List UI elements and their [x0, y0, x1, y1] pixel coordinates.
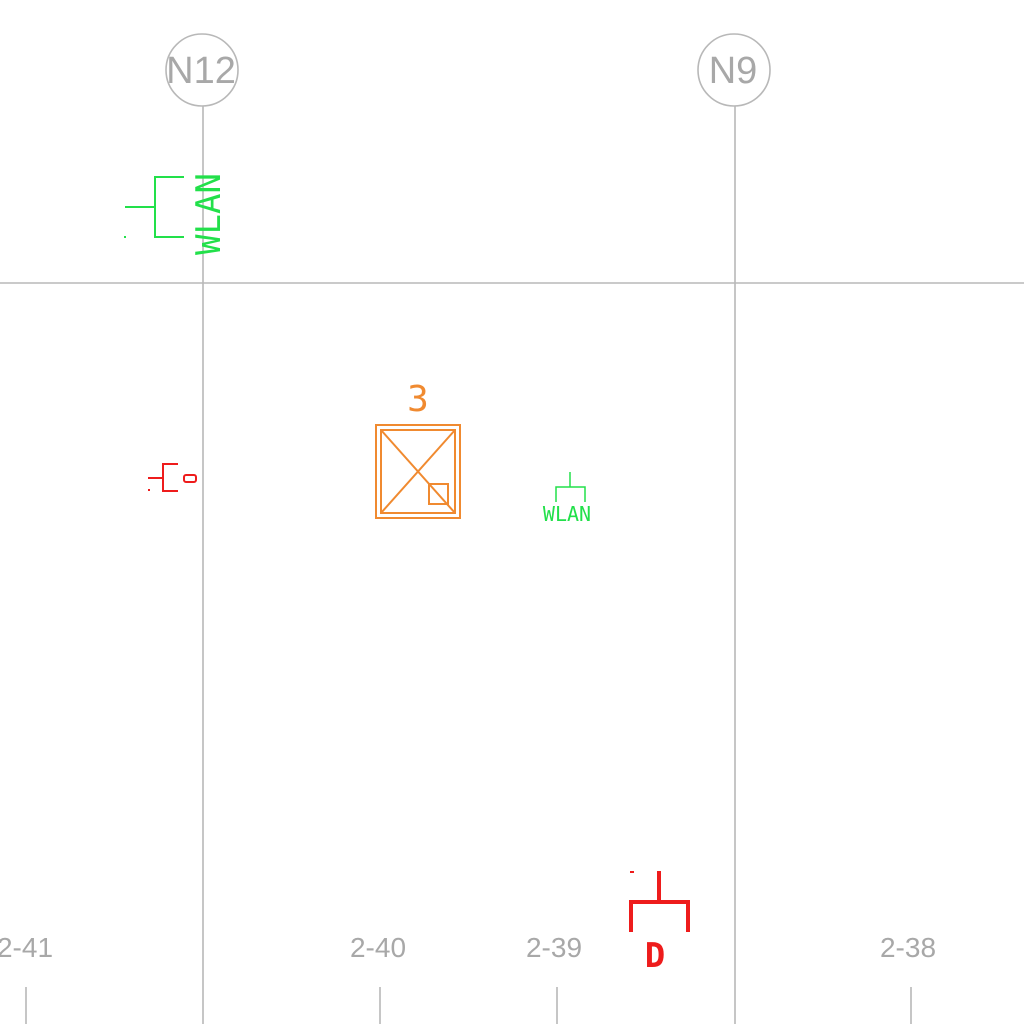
ruler-label-2-41: 2-41: [0, 932, 53, 963]
distribution-box-number: 3: [407, 379, 429, 420]
data-outlet[interactable]: D: [629, 871, 690, 976]
grid-label-n9: N9: [709, 50, 758, 92]
grid-bubble-n12: N12: [165, 33, 239, 107]
wlan-label-large: WLAN: [189, 173, 229, 255]
ruler-label-2-39: 2-39: [526, 932, 582, 963]
wlan-access-point-large[interactable]: WLAN: [124, 173, 229, 255]
wlan-access-point-icon: [555, 472, 586, 502]
distribution-box[interactable]: 3: [375, 379, 461, 519]
grid-label-n12: N12: [166, 50, 236, 92]
wlan-access-point-icon: [124, 176, 184, 238]
wlan-label-small: WLAN: [543, 502, 591, 526]
data-outlet-label: D: [645, 936, 665, 976]
distribution-box-icon: [375, 424, 461, 519]
ruler-label-2-38: 2-38: [880, 932, 936, 963]
grid-bubble-n9: N9: [697, 33, 771, 107]
wall-outlet[interactable]: [148, 463, 197, 492]
ruler-label-2-40: 2-40: [350, 932, 406, 963]
data-outlet-icon: [629, 871, 690, 932]
wall-outlet-icon: [148, 463, 197, 492]
wlan-access-point-small[interactable]: WLAN: [543, 472, 591, 526]
bottom-ruler: 2-41 2-40 2-39 2-38: [0, 932, 936, 1024]
